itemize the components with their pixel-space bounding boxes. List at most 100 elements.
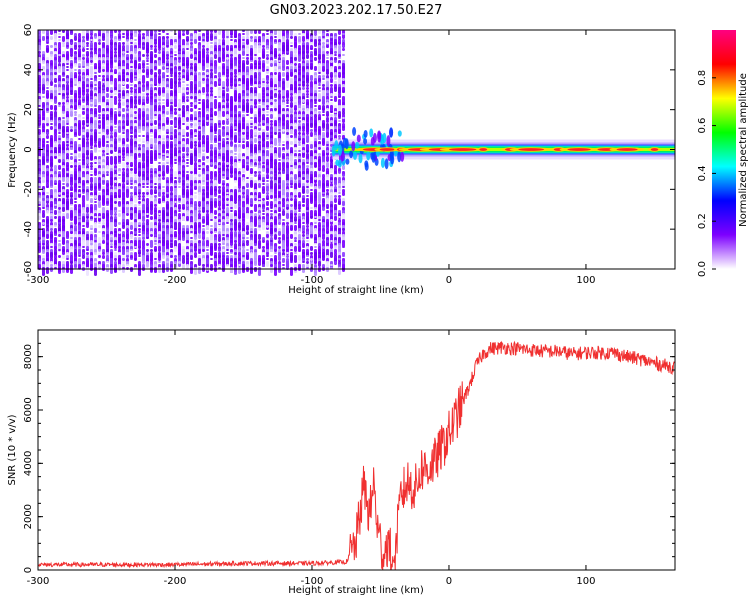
heatmap-cell	[274, 249, 277, 252]
heatmap-cell	[226, 165, 229, 167]
heatmap-cell	[146, 183, 149, 185]
heatmap-cell	[42, 36, 45, 41]
heatmap-cell	[174, 81, 177, 85]
heatmap-cell	[110, 126, 113, 132]
heatmap-cell	[150, 234, 153, 237]
heatmap-cell	[258, 228, 261, 231]
heatmap-cell	[94, 36, 97, 39]
heatmap-cell	[218, 96, 221, 98]
heatmap-cell	[154, 228, 157, 232]
heatmap-cell	[158, 84, 161, 86]
heatmap-cell	[298, 48, 301, 50]
heatmap-cell	[78, 207, 81, 209]
heatmap-cell	[126, 132, 129, 139]
heatmap-cell	[238, 45, 241, 48]
heatmap-cell	[282, 141, 285, 143]
heatmap-cell	[154, 45, 157, 48]
heatmap-cell	[278, 51, 281, 53]
heatmap-cell	[126, 165, 129, 168]
heatmap-cell	[206, 168, 209, 172]
heatmap-cell	[154, 159, 157, 161]
heatmap-cell	[226, 234, 229, 238]
heatmap-cell	[258, 57, 261, 60]
heatmap-cell	[58, 102, 61, 105]
heatmap-cell	[178, 210, 181, 212]
heatmap-cell	[182, 147, 185, 152]
heatmap-cell	[106, 201, 109, 205]
heatmap-cell	[94, 171, 97, 173]
heatmap-cell	[154, 240, 157, 242]
heatmap-cell	[170, 75, 173, 77]
heatmap-cell	[202, 195, 205, 197]
heatmap-cell	[306, 132, 309, 135]
heatmap-cell	[130, 99, 133, 103]
heatmap-cell	[142, 54, 145, 57]
heatmap-cell	[158, 174, 161, 177]
heatmap-cell	[70, 267, 73, 274]
heatmap-cell	[134, 198, 137, 202]
heatmap-cell	[154, 84, 157, 86]
heatmap-cell	[146, 180, 149, 184]
heatmap-cell	[146, 60, 149, 62]
heatmap-cell	[258, 84, 261, 87]
heatmap-cell	[258, 213, 261, 215]
heatmap-cell	[210, 225, 213, 227]
heatmap-cell	[130, 180, 133, 182]
heatmap-cell	[274, 72, 277, 75]
heatmap-cell	[94, 252, 97, 255]
heatmap-cell	[166, 123, 169, 125]
heatmap-cell	[130, 42, 133, 44]
heatmap-cell	[86, 54, 89, 56]
heatmap-cell	[270, 63, 273, 67]
heatmap-cell	[286, 228, 289, 235]
heatmap-cell	[74, 45, 77, 50]
heatmap-cell	[146, 120, 149, 122]
heatmap-cell	[278, 222, 281, 225]
heatmap-cell	[126, 174, 129, 178]
heatmap-cell	[190, 84, 193, 91]
heatmap-cell	[294, 174, 297, 180]
heatmap-cell	[130, 210, 133, 214]
heatmap-cell	[70, 99, 73, 103]
heatmap-cell	[142, 234, 145, 238]
heatmap-cell	[102, 69, 105, 72]
heatmap-cell	[62, 213, 65, 217]
heatmap-cell	[202, 135, 205, 139]
heatmap-cell	[230, 54, 233, 57]
heatmap-cell	[78, 186, 81, 188]
heatmap-cell	[130, 54, 133, 60]
heatmap-cell	[42, 249, 45, 254]
heatmap-cell	[302, 216, 305, 219]
heatmap-cell	[186, 90, 189, 92]
heatmap-cell	[70, 252, 73, 256]
heatmap-cell	[70, 189, 73, 191]
heatmap-cell	[318, 99, 321, 102]
heatmap-cell	[78, 252, 81, 254]
heatmap-cell	[134, 234, 137, 236]
heatmap-cell	[90, 177, 93, 183]
heatmap-cell	[86, 204, 89, 208]
heatmap-cell	[186, 156, 189, 158]
heatmap-cell	[278, 54, 281, 57]
heatmap-cell	[190, 195, 193, 199]
heatmap-cell	[166, 69, 169, 73]
heatmap-cell	[86, 87, 89, 89]
heatmap-cell	[302, 231, 305, 234]
heatmap-cell	[94, 42, 97, 50]
heatmap-cell	[46, 144, 49, 152]
heatmap-cell	[266, 225, 269, 228]
heatmap-cell	[98, 117, 101, 119]
heatmap-cell	[54, 204, 57, 206]
heatmap-cell	[106, 252, 109, 256]
heatmap-cell	[246, 60, 249, 65]
heatmap-cell	[270, 114, 273, 119]
heatmap-cell	[66, 171, 69, 173]
heatmap-cell	[218, 90, 221, 98]
heatmap-cell	[170, 54, 173, 56]
heatmap-cell	[78, 84, 81, 88]
heatmap-cell	[118, 198, 121, 200]
heatmap-cell	[50, 123, 53, 125]
heatmap-cell	[294, 120, 297, 122]
heatmap-cell	[154, 204, 157, 207]
heatmap-cell	[222, 45, 225, 48]
